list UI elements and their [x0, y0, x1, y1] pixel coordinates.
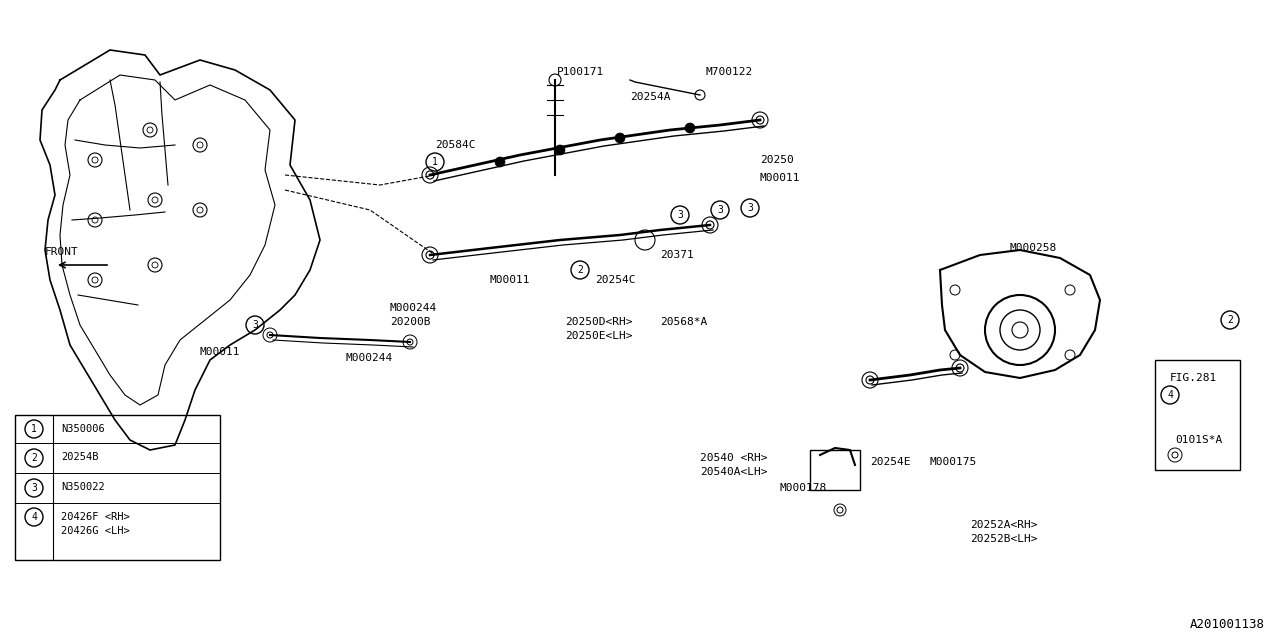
Circle shape	[495, 157, 506, 167]
Text: 20254B: 20254B	[61, 452, 99, 462]
Bar	[15, 415, 220, 560]
Text: 3: 3	[748, 203, 753, 213]
Text: A201001138: A201001138	[1190, 618, 1265, 632]
Text: P100171: P100171	[557, 67, 604, 77]
Text: N350022: N350022	[61, 482, 105, 492]
Circle shape	[685, 123, 695, 133]
Text: 3: 3	[677, 210, 684, 220]
Text: 20540 <RH>: 20540 <RH>	[700, 453, 768, 463]
Text: 20426G <LH>: 20426G <LH>	[61, 526, 129, 536]
Text: 1: 1	[31, 424, 37, 434]
Text: 20250E<LH>: 20250E<LH>	[564, 331, 632, 341]
Text: 20252B<LH>: 20252B<LH>	[970, 534, 1038, 544]
Text: FIG.281: FIG.281	[1170, 373, 1217, 383]
Text: 20540A<LH>: 20540A<LH>	[700, 467, 768, 477]
Text: 3: 3	[252, 320, 259, 330]
Text: 20250D<RH>: 20250D<RH>	[564, 317, 632, 327]
Text: M000244: M000244	[346, 353, 392, 363]
Text: 20568*A: 20568*A	[660, 317, 708, 327]
Text: 0101S*A: 0101S*A	[1175, 435, 1222, 445]
Circle shape	[614, 133, 625, 143]
Text: 2: 2	[31, 453, 37, 463]
Text: 20584C: 20584C	[435, 140, 475, 150]
Text: 20252A<RH>: 20252A<RH>	[970, 520, 1038, 530]
Text: M700122: M700122	[705, 67, 753, 77]
Text: M00011: M00011	[200, 347, 241, 357]
Text: M00011: M00011	[490, 275, 530, 285]
Text: 2: 2	[577, 265, 582, 275]
Text: 2: 2	[1228, 315, 1233, 325]
Text: M000178: M000178	[780, 483, 827, 493]
Text: 20254A: 20254A	[630, 92, 671, 102]
Bar	[1155, 360, 1240, 470]
Text: 1: 1	[433, 157, 438, 167]
Text: M000244: M000244	[390, 303, 438, 313]
Text: 20371: 20371	[660, 250, 694, 260]
Text: 3: 3	[717, 205, 723, 215]
Text: FRONT: FRONT	[45, 247, 79, 257]
Text: 3: 3	[31, 483, 37, 493]
Text: 20254E: 20254E	[870, 457, 910, 467]
Text: M000175: M000175	[931, 457, 977, 467]
Text: 20250: 20250	[760, 155, 794, 165]
Text: M00011: M00011	[760, 173, 800, 183]
Circle shape	[556, 145, 564, 155]
Text: 4: 4	[31, 512, 37, 522]
Text: 20200B: 20200B	[390, 317, 430, 327]
Text: 4: 4	[1167, 390, 1172, 400]
Text: M000258: M000258	[1010, 243, 1057, 253]
Text: 20426F <RH>: 20426F <RH>	[61, 512, 129, 522]
Text: 20254C: 20254C	[595, 275, 635, 285]
Bar	[810, 450, 860, 490]
Text: N350006: N350006	[61, 424, 105, 434]
